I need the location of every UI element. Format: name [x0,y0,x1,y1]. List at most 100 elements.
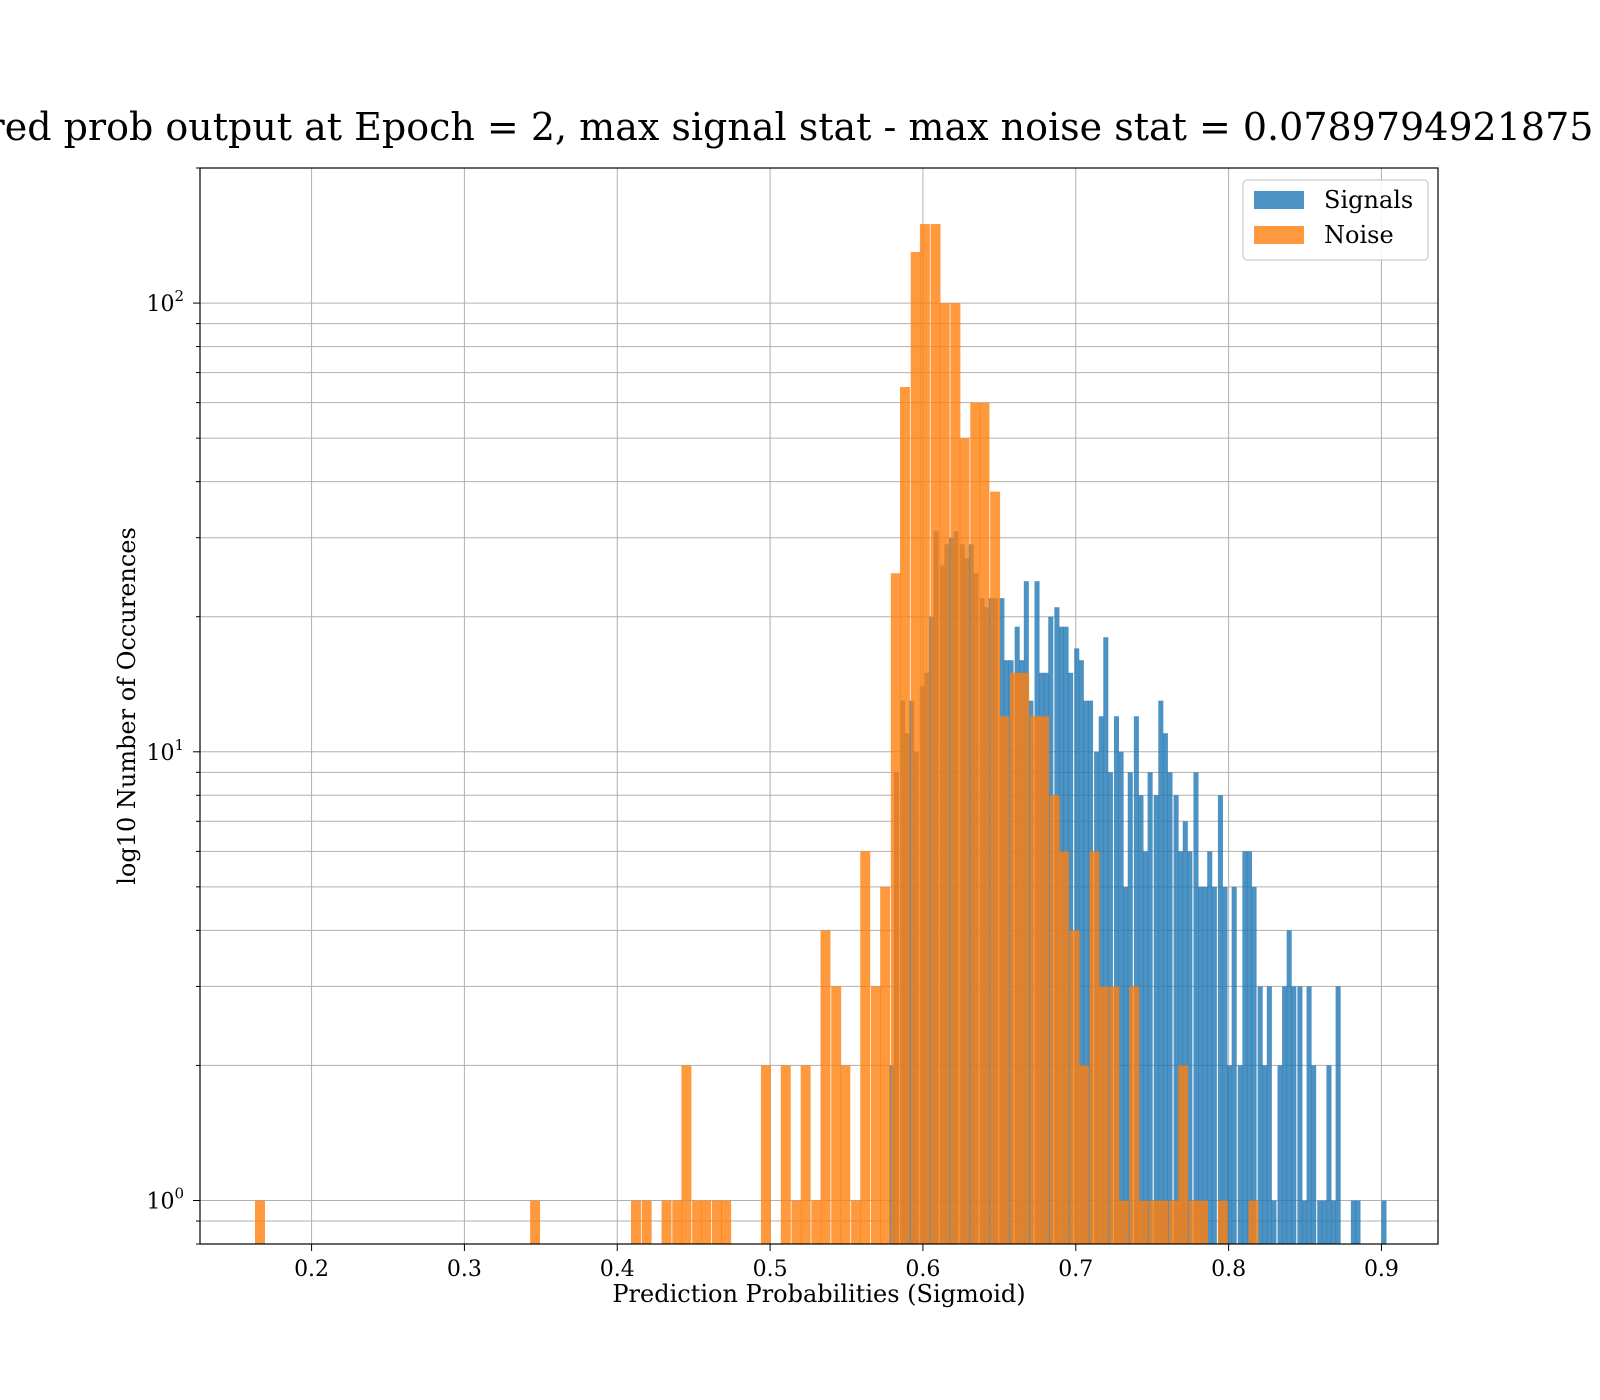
signal-bar [1202,886,1208,1244]
noise-bar [692,1200,703,1244]
noise-bar [1069,930,1080,1244]
signal-bar [1167,772,1173,1244]
noise-bar [780,1065,791,1244]
legend-swatch-noise [1254,226,1304,244]
x-tick-label: 0.2 [294,1257,329,1282]
noise-bar [939,303,950,1244]
x-tick-label: 0.6 [905,1257,940,1282]
x-tick-label: 0.3 [447,1257,482,1282]
noise-bar [791,1200,802,1244]
noise-bar [811,1200,822,1244]
signal-bar [1078,660,1084,1244]
signal-bar [1103,637,1109,1244]
signal-bar [1326,1065,1332,1244]
noise-bar [880,886,891,1244]
legend-label-signals: Signals [1324,186,1413,214]
signal-bar [1138,795,1144,1244]
signal-bar [1311,1065,1317,1244]
noise-bar [1188,1200,1199,1244]
noise-bar [1248,1200,1259,1244]
noise-bar [1049,795,1060,1244]
bars [255,224,1387,1244]
legend-label-noise: Noise [1324,221,1394,249]
signal-bar [1182,821,1188,1244]
noise-bar [1217,1200,1228,1244]
signal-bar [1198,886,1204,1244]
signal-bar [1335,986,1341,1244]
noise-bar [641,1200,652,1244]
legend-swatch-signals [1254,191,1304,209]
signal-bar [1306,986,1312,1244]
noise-bar [661,1200,672,1244]
x-tick-label: 0.8 [1211,1257,1246,1282]
signal-bar [1237,1065,1243,1244]
signal-bar [1262,1065,1268,1244]
signal-bar [1246,851,1252,1244]
x-tick-label: 0.9 [1364,1257,1399,1282]
noise-bar [870,986,881,1244]
noise-bar [851,1200,862,1244]
signal-bar [1118,751,1124,1244]
signal-bar [1227,1065,1233,1244]
legend: Signals Noise [1242,179,1429,261]
chart-title: red prob output at Epoch = 2, max signal… [0,105,1593,149]
noise-bar [721,1200,732,1244]
noise-bar [840,1065,851,1244]
noise-bar [1129,986,1140,1244]
y-tick-label: 101 [146,736,184,766]
noise-bar [979,402,990,1244]
noise-bar [950,303,961,1244]
signal-bar [1317,1200,1323,1244]
noise-bar [1109,986,1120,1244]
signal-bar [1193,772,1199,1244]
signal-bar [1251,886,1257,1244]
noise-bar [959,438,970,1244]
signal-bar [1350,1200,1356,1244]
noise-bar [999,716,1010,1244]
signal-bar [1083,700,1089,1244]
signal-bar [1222,886,1228,1244]
signal-bar [1286,930,1292,1244]
noise-bar [1198,1200,1208,1244]
noise-bar [1019,672,1030,1244]
signal-bar [1153,795,1159,1244]
noise-bar [681,1065,692,1244]
signal-bar [1207,851,1213,1244]
signal-bar [1217,795,1223,1244]
y-axis-label: log10 Number of Occurences [113,527,141,885]
noise-bar [820,930,831,1244]
axis-ticks: 0.2 0.3 0.4 0.5 0.6 0.7 0.8 0.9 100 101 102 [146,167,1399,1282]
signal-bar [1098,716,1104,1244]
noise-bar [760,1065,771,1244]
noise-bar [1058,851,1069,1244]
plot-frame [199,167,1439,1245]
noise-bar [1118,1200,1129,1244]
signal-bar [1162,733,1168,1244]
signal-bar [1242,851,1248,1244]
signal-bar [1297,986,1303,1244]
signal-bar [1271,1200,1277,1244]
noise-bar [631,1200,641,1244]
signal-bar [1113,716,1120,1244]
signal-bar [1173,795,1179,1244]
signal-bar [1277,1065,1283,1244]
signal-bar [1266,986,1272,1244]
signal-bar [1231,886,1237,1244]
signal-bar [1143,851,1149,1244]
noise-bar [919,224,930,1244]
signal-bar [1291,986,1297,1244]
y-tick-label: 100 [146,1185,184,1215]
signal-bar [1331,1200,1337,1244]
noise-bar [1010,672,1020,1244]
noise-bar [712,1200,722,1244]
signal-bar [1147,772,1153,1244]
noise-bar [1169,1200,1179,1244]
x-axis-label: Prediction Probabilities (Sigmoid) [612,1280,1025,1308]
noise-bar [900,387,910,1244]
noise-bar [930,224,941,1244]
noise-bar [1138,1200,1149,1244]
noise-bar [1158,1200,1169,1244]
signal-bar [1355,1200,1361,1244]
noise-bar [1098,986,1109,1244]
y-tick-label: 102 [146,287,184,317]
